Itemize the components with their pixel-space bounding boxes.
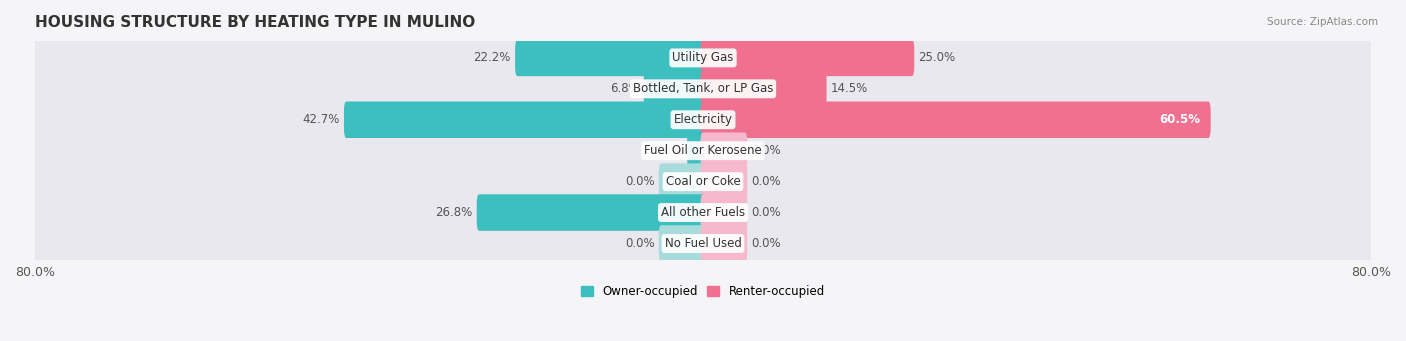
FancyBboxPatch shape xyxy=(34,155,1372,208)
FancyBboxPatch shape xyxy=(659,163,706,200)
Text: Coal or Coke: Coal or Coke xyxy=(665,175,741,188)
Text: Utility Gas: Utility Gas xyxy=(672,51,734,64)
Text: 0.0%: 0.0% xyxy=(751,175,782,188)
Text: 0.0%: 0.0% xyxy=(751,144,782,157)
Text: 60.5%: 60.5% xyxy=(1159,113,1199,126)
FancyBboxPatch shape xyxy=(34,125,1372,177)
Text: Bottled, Tank, or LP Gas: Bottled, Tank, or LP Gas xyxy=(633,82,773,95)
FancyBboxPatch shape xyxy=(34,218,1372,269)
Text: Fuel Oil or Kerosene: Fuel Oil or Kerosene xyxy=(644,144,762,157)
Text: 1.6%: 1.6% xyxy=(652,144,683,157)
FancyBboxPatch shape xyxy=(700,71,827,107)
FancyBboxPatch shape xyxy=(644,71,706,107)
FancyBboxPatch shape xyxy=(700,132,747,169)
Text: 14.5%: 14.5% xyxy=(831,82,868,95)
Text: No Fuel Used: No Fuel Used xyxy=(665,237,741,250)
Text: 25.0%: 25.0% xyxy=(918,51,956,64)
Text: 22.2%: 22.2% xyxy=(474,51,510,64)
Text: Source: ZipAtlas.com: Source: ZipAtlas.com xyxy=(1267,17,1378,27)
FancyBboxPatch shape xyxy=(34,94,1372,146)
FancyBboxPatch shape xyxy=(344,102,706,138)
Text: 26.8%: 26.8% xyxy=(436,206,472,219)
Text: 0.0%: 0.0% xyxy=(751,206,782,219)
FancyBboxPatch shape xyxy=(477,194,706,231)
FancyBboxPatch shape xyxy=(659,225,706,262)
Text: 6.8%: 6.8% xyxy=(610,82,640,95)
FancyBboxPatch shape xyxy=(700,225,747,262)
Text: 42.7%: 42.7% xyxy=(302,113,340,126)
FancyBboxPatch shape xyxy=(700,163,747,200)
FancyBboxPatch shape xyxy=(515,40,706,76)
FancyBboxPatch shape xyxy=(688,132,706,169)
FancyBboxPatch shape xyxy=(700,194,747,231)
FancyBboxPatch shape xyxy=(700,40,914,76)
Text: Electricity: Electricity xyxy=(673,113,733,126)
Text: All other Fuels: All other Fuels xyxy=(661,206,745,219)
Legend: Owner-occupied, Renter-occupied: Owner-occupied, Renter-occupied xyxy=(576,280,830,303)
FancyBboxPatch shape xyxy=(34,32,1372,84)
Text: 0.0%: 0.0% xyxy=(751,237,782,250)
FancyBboxPatch shape xyxy=(700,102,1211,138)
Text: 0.0%: 0.0% xyxy=(624,175,655,188)
Text: HOUSING STRUCTURE BY HEATING TYPE IN MULINO: HOUSING STRUCTURE BY HEATING TYPE IN MUL… xyxy=(35,15,475,30)
Text: 0.0%: 0.0% xyxy=(624,237,655,250)
FancyBboxPatch shape xyxy=(34,63,1372,115)
FancyBboxPatch shape xyxy=(34,187,1372,239)
